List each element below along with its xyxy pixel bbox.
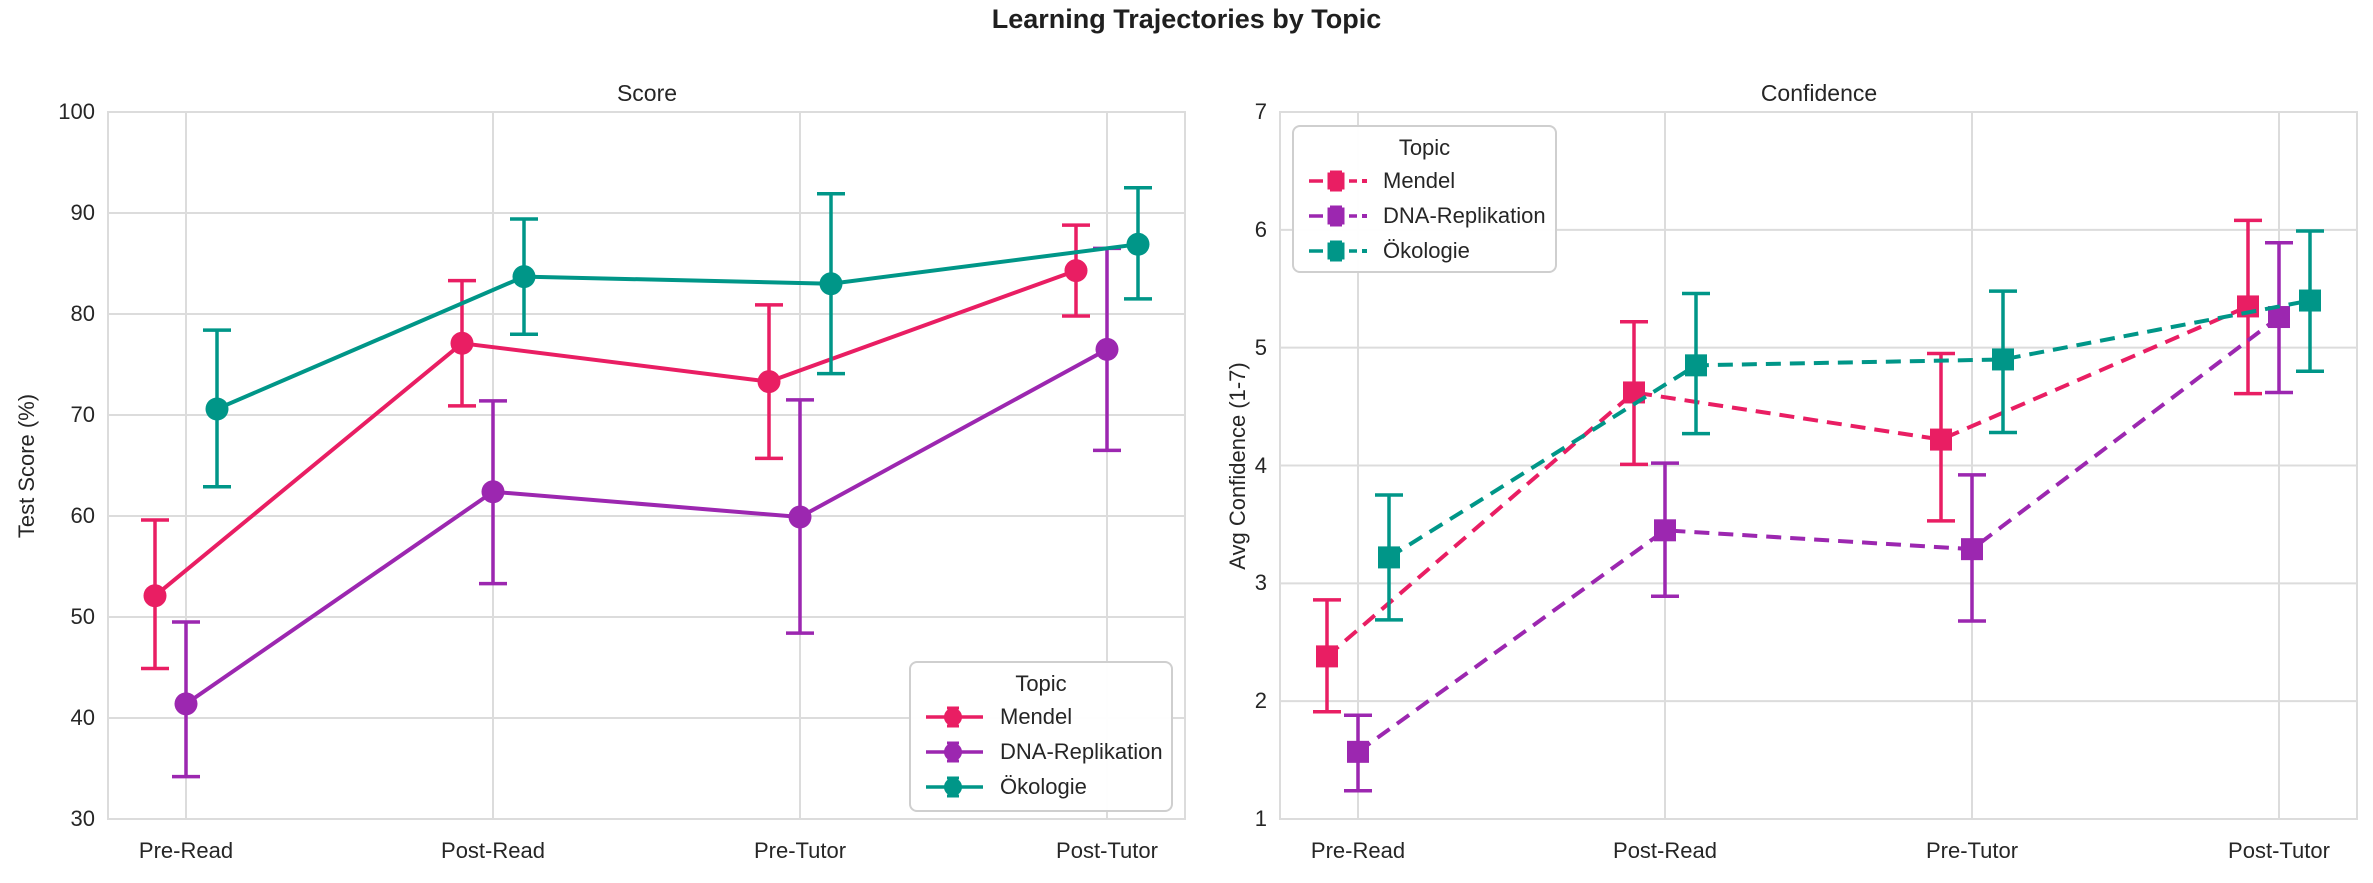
dna-replikation-errorbar-icon: [926, 741, 983, 762]
series-Mendel: [1313, 218, 2262, 714]
oekologie-errorbar-icon: [1309, 240, 1367, 261]
series-Mendel: [141, 223, 1090, 671]
data-point-marker: [1992, 348, 2014, 371]
legend-item-oekologie: Ökologie: [921, 769, 1161, 804]
series-line: [1356, 315, 2281, 754]
y-tick-label: 100: [58, 99, 95, 124]
series-line: [1325, 304, 2249, 658]
legend-title: Topic: [1398, 135, 1451, 160]
mendel-errorbar-icon: [1309, 170, 1367, 191]
x-tick-label: Pre-Tutor: [753, 838, 847, 863]
y-tick-label: 3: [1254, 570, 1267, 596]
data-point-marker: [143, 584, 167, 608]
series-line: [1387, 298, 2311, 560]
legend-title: Topic: [1015, 671, 1067, 696]
x-tick-label: Post-Tutor: [2228, 838, 2330, 863]
legend-label: Ökologie: [1000, 773, 1087, 799]
y-tick-label: 4: [1254, 452, 1267, 478]
data-point-marker: [1347, 740, 1369, 763]
data-point-marker: [1685, 354, 1707, 377]
x-tick-label: Pre-Tutor: [1925, 838, 2019, 863]
data-point-marker: [1126, 232, 1150, 256]
x-tick-label: Post-Read: [1613, 838, 1717, 863]
series-DNA-Replikation: [172, 246, 1121, 779]
series-line: [153, 268, 1077, 598]
y-tick-label: 2: [1254, 688, 1267, 714]
figure-title: Learning Trajectories by Topic: [991, 4, 1382, 34]
x-tick-label: Pre-Read: [138, 838, 234, 863]
axes-border: [107, 111, 1186, 820]
data-point-marker: [2268, 306, 2290, 329]
data-point-marker: [788, 505, 812, 529]
series-line: [184, 347, 1108, 706]
legend-item-mendel: Mendel: [1304, 163, 1545, 198]
legend-item-dna-replikation: DNA-Replikation: [921, 734, 1163, 769]
legend-label: DNA-Replikation: [1383, 202, 1546, 228]
data-point-marker: [1095, 337, 1119, 361]
dna-replikation-errorbar-icon: [1309, 205, 1367, 226]
data-point-marker: [1930, 428, 1952, 451]
x-tick-label: Post-Tutor: [1056, 838, 1158, 863]
y-tick-label: 30: [70, 806, 95, 831]
legend-label: Mendel: [1383, 167, 1456, 193]
data-point-marker: [1654, 519, 1676, 542]
y-tick-label: 7: [1254, 99, 1267, 124]
data-point-marker: [2299, 289, 2321, 312]
data-point-marker: [757, 370, 781, 394]
x-tick-label: Pre-Read: [1310, 838, 1406, 863]
series-line: [216, 242, 1139, 411]
data-point-marker: [1623, 381, 1645, 404]
data-point-marker: [1064, 259, 1088, 283]
legend-label: Mendel: [1000, 703, 1073, 729]
y-tick-label: 70: [70, 402, 95, 427]
y-tick-label: 1: [1254, 806, 1267, 831]
data-point-marker: [174, 692, 198, 716]
legend-label: DNA-Replikation: [1000, 738, 1163, 764]
x-tick-label: Post-Read: [441, 838, 545, 863]
score-panel-title: Score: [616, 80, 678, 106]
data-point-marker: [819, 272, 843, 296]
y-tick-label: 50: [70, 604, 95, 629]
y-tick-label: 40: [70, 705, 95, 730]
y-tick-label: 6: [1254, 216, 1267, 242]
series-DNA-Replikation: [1344, 241, 2293, 793]
y-tick-label: 60: [70, 503, 95, 528]
legend-item-dna-replikation: DNA-Replikation: [1304, 198, 1546, 233]
mendel-errorbar-icon: [926, 706, 983, 727]
series-Ökologie: [1375, 229, 2324, 622]
legend-item-mendel: Mendel: [921, 699, 1161, 734]
data-point-marker: [1961, 538, 1983, 561]
data-point-marker: [450, 331, 474, 355]
confidence-legend: Topic Mendel DNA-Replikation Ökologie: [1292, 125, 1557, 273]
axes-border: [1279, 111, 2358, 820]
legend-item-oekologie: Ökologie: [1304, 233, 1545, 268]
y-tick-label: 5: [1254, 334, 1267, 360]
series-Ökologie: [203, 186, 1152, 489]
legend-label: Ökologie: [1383, 237, 1470, 263]
data-point-marker: [512, 265, 536, 289]
data-point-marker: [481, 480, 505, 504]
data-point-marker: [1316, 645, 1338, 668]
score-legend: Topic Mendel DNA-Replikation Ökologie: [909, 661, 1173, 812]
data-point-marker: [205, 397, 229, 421]
confidence-panel-title: Confidence: [1760, 80, 1878, 106]
data-point-marker: [1378, 546, 1400, 569]
y-tick-label: 80: [70, 301, 95, 326]
oekologie-errorbar-icon: [926, 776, 983, 797]
y-tick-label: 90: [70, 200, 95, 225]
